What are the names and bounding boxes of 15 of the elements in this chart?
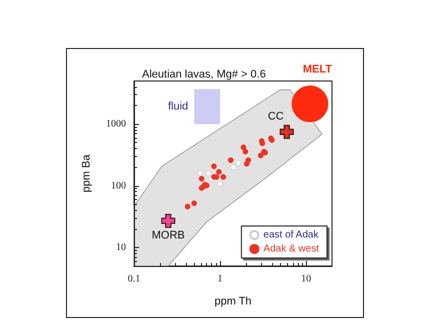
x-tick-label: 1 bbox=[218, 274, 223, 284]
y-tick-label: 10 bbox=[116, 242, 126, 253]
y-axis-title: ppm Ba bbox=[80, 154, 92, 192]
legend-label: east of Adak bbox=[263, 230, 320, 240]
series-label: MORB bbox=[152, 229, 185, 242]
x-tick-label: 10 bbox=[301, 274, 312, 284]
chart-title: Aleutian lavas, Mg# > 0.6 bbox=[142, 68, 266, 80]
legend-label: Adak & west bbox=[263, 244, 320, 254]
y-tick-label: 1000 bbox=[106, 118, 126, 130]
series-label: MELT bbox=[302, 64, 332, 76]
series-label: CC bbox=[268, 110, 284, 122]
series-label: fluid bbox=[168, 100, 188, 113]
x-axis-title: ppm Th bbox=[214, 296, 252, 308]
y-tick-label: 100 bbox=[111, 180, 126, 192]
x-tick-label: 0.1 bbox=[128, 274, 140, 284]
